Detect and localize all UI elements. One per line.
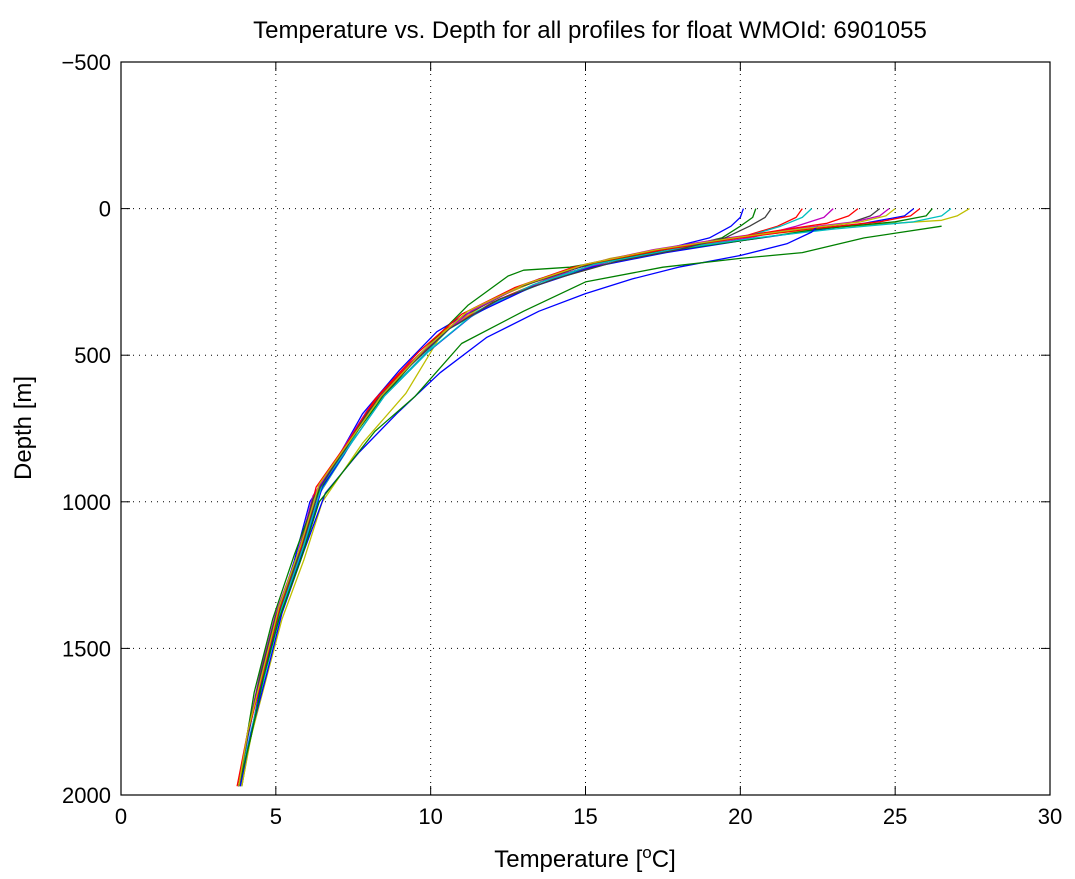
y-tick-label: 500	[74, 343, 111, 368]
y-tick-label: 1000	[62, 490, 111, 515]
x-tick-label: 10	[418, 804, 442, 829]
series-lines	[236, 208, 970, 787]
y-tick-label: −500	[61, 50, 111, 75]
x-tick-label: 30	[1038, 804, 1062, 829]
x-tick-label: 20	[728, 804, 752, 829]
chart-title: Temperature vs. Depth for all profiles f…	[253, 17, 927, 44]
x-axis-label: Temperature [oC]	[494, 843, 676, 873]
x-axis-label-superscript: o	[642, 843, 651, 862]
profile-line-7	[238, 208, 881, 787]
profile-line-16	[238, 208, 772, 787]
x-tick-label: 5	[270, 804, 282, 829]
profile-line-5	[238, 208, 834, 787]
profile-line-9	[238, 208, 933, 787]
profile-line-13	[239, 225, 819, 787]
x-tick-label: 15	[573, 804, 597, 829]
profile-line-15	[238, 208, 859, 787]
profile-line-4	[241, 208, 813, 787]
x-axis-label-suffix: C]	[652, 846, 676, 873]
profile-line-6	[241, 208, 970, 787]
y-tick-label: 0	[99, 197, 111, 222]
profile-line-8	[238, 208, 915, 787]
x-tick-label: 25	[883, 804, 907, 829]
y-axis-label: Depth [m]	[10, 376, 37, 480]
plot-frame	[120, 61, 1051, 796]
y-tick-label: 1500	[62, 636, 111, 661]
profile-line-10	[236, 208, 921, 787]
profile-line-14	[238, 225, 942, 787]
x-axis-label-main: Temperature [	[494, 846, 642, 873]
profile-line-12	[238, 208, 890, 787]
y-tick-label: 2000	[62, 783, 111, 808]
axis-ticks: 0 5 10 15 20 25 30 −500 0 500 1000 1500 2000	[61, 50, 1062, 829]
profile-line-11	[238, 208, 952, 787]
x-tick-label: 0	[115, 804, 127, 829]
profile-line-17	[238, 208, 896, 787]
